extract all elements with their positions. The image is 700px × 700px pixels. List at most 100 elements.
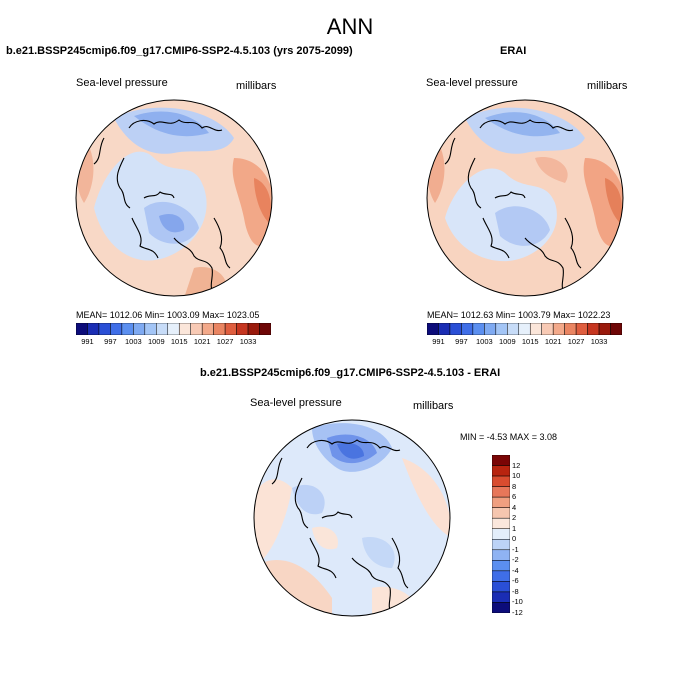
colorbar-swatch: [472, 323, 485, 335]
panel-3-title: b.e21.BSSP245cmip6.f09_g17.CMIP6-SSP2-4.…: [200, 367, 501, 379]
colorbar-swatch: [201, 323, 214, 335]
colorbar-tick-label: -12: [512, 608, 523, 617]
colorbar-tick-label: 1009: [498, 337, 516, 346]
colorbar-tick-label: 1021: [193, 337, 211, 346]
panel-2-map: [426, 99, 624, 297]
colorbar-tick-label: -8: [512, 586, 519, 596]
colorbar-swatch: [541, 323, 554, 335]
panel-2-colorbar: [427, 323, 622, 335]
colorbar-tick-label: 997: [104, 337, 117, 346]
colorbar-swatch: [492, 570, 510, 582]
colorbar-swatch: [190, 323, 203, 335]
colorbar-tick-label: -4: [512, 565, 519, 575]
colorbar-tick-label: 10: [512, 471, 521, 481]
colorbar-swatch: [449, 323, 462, 335]
panel-1-units: millibars: [236, 80, 277, 92]
colorbar-swatch: [438, 323, 451, 335]
colorbar-swatch: [518, 323, 531, 335]
colorbar-swatch: [564, 323, 577, 335]
colorbar-swatch: [156, 323, 169, 335]
colorbar-swatch: [492, 486, 510, 498]
colorbar-swatch: [492, 602, 510, 613]
colorbar-tick-label: 1033: [590, 337, 608, 346]
colorbar-tick-label: 991: [81, 337, 94, 346]
panel-3-stats: MIN = -4.53 MAX = 3.08: [460, 432, 558, 442]
figure-title: ANN: [326, 14, 374, 39]
colorbar-swatch: [587, 323, 600, 335]
panel-1-stats: MEAN= 1012.06 Min= 1003.09 Max= 1023.05: [76, 310, 260, 320]
colorbar-tick-label: -2: [512, 555, 519, 565]
colorbar-tick-label: 1027: [216, 337, 234, 346]
colorbar-tick-label: -1: [512, 544, 519, 554]
colorbar-swatch: [484, 323, 497, 335]
colorbar-swatch: [224, 323, 237, 335]
colorbar-swatch: [121, 323, 134, 335]
colorbar-swatch: [492, 539, 510, 551]
colorbar-tick-label: 2: [512, 513, 517, 523]
colorbar-swatch: [598, 323, 611, 335]
colorbar-tick-label: 1009: [147, 337, 165, 346]
colorbar-swatch: [236, 323, 249, 335]
colorbar-swatch: [98, 323, 111, 335]
colorbar-swatch: [133, 323, 146, 335]
colorbar-swatch: [495, 323, 508, 335]
colorbar-swatch: [529, 323, 542, 335]
panel-1-title: b.e21.BSSP245cmip6.f09_g17.CMIP6-SSP2-4.…: [6, 45, 353, 57]
colorbar-swatch: [492, 496, 510, 508]
colorbar-tick-label: -10: [512, 597, 523, 607]
colorbar-swatch: [492, 507, 510, 519]
colorbar-tick-label: 12: [512, 460, 521, 470]
colorbar-swatch: [492, 517, 510, 529]
colorbar-swatch: [575, 323, 588, 335]
colorbar-swatch: [259, 323, 271, 335]
colorbar-tick-label: 1003: [125, 337, 142, 346]
panel-1-colorbar-labels: 991 997 1003 1009 1015 1021 1027 1033: [76, 337, 271, 349]
colorbar-tick-label: 6: [512, 492, 517, 502]
colorbar-swatch: [492, 465, 510, 477]
colorbar-swatch: [427, 323, 439, 335]
colorbar-swatch: [610, 323, 622, 335]
colorbar-tick-label: 1: [512, 523, 517, 533]
panel-1-variable: Sea-level pressure: [76, 77, 168, 89]
panel-3-variable: Sea-level pressure: [250, 397, 342, 409]
colorbar-tick-label: 1015: [521, 337, 539, 346]
colorbar-swatch: [507, 323, 520, 335]
colorbar-tick-label: 991: [432, 337, 445, 346]
colorbar-tick-label: 1003: [476, 337, 493, 346]
panel-3-units: millibars: [413, 400, 454, 412]
colorbar-swatch: [492, 591, 510, 603]
panel-2-stats: MEAN= 1012.63 Min= 1003.79 Max= 1022.23: [427, 310, 611, 320]
colorbar-swatch: [492, 560, 510, 572]
colorbar-swatch: [552, 323, 565, 335]
colorbar-tick-label: 1033: [239, 337, 257, 346]
colorbar-tick-label: 0: [512, 534, 517, 544]
colorbar-tick-label: 4: [512, 502, 517, 512]
colorbar-swatch: [492, 475, 510, 487]
panel-3-colorbar: [492, 455, 510, 613]
colorbar-tick-label: 997: [455, 337, 468, 346]
colorbar-swatch: [247, 323, 260, 335]
colorbar-tick-label: 1015: [170, 337, 188, 346]
colorbar-tick-label: 1021: [544, 337, 562, 346]
panel-1-colorbar: [76, 323, 271, 335]
colorbar-swatch: [492, 549, 510, 561]
colorbar-swatch: [492, 528, 510, 540]
colorbar-swatch: [461, 323, 474, 335]
panel-2-title: ERAI: [500, 45, 527, 57]
colorbar-tick-label: -6: [512, 576, 519, 586]
colorbar-swatch: [492, 581, 510, 593]
colorbar-swatch: [178, 323, 191, 335]
colorbar-swatch: [492, 455, 510, 466]
panel-3-map: [253, 419, 451, 617]
colorbar-tick-label: 8: [512, 481, 517, 491]
panel-2-colorbar-labels: 991 997 1003 1009 1015 1021 1027 1033: [427, 337, 622, 349]
colorbar-swatch: [213, 323, 226, 335]
panel-2-units: millibars: [587, 80, 628, 92]
panel-1-map: [75, 99, 273, 297]
colorbar-swatch: [76, 323, 88, 335]
panel-3-colorbar-labels: 12 10 8 6 4 2 1 0 -1 -2 -4 -6 -8 -10 -12: [512, 455, 542, 617]
colorbar-swatch: [110, 323, 123, 335]
colorbar-swatch: [144, 323, 157, 335]
panel-2-variable: Sea-level pressure: [426, 77, 518, 89]
colorbar-tick-label: 1027: [567, 337, 585, 346]
